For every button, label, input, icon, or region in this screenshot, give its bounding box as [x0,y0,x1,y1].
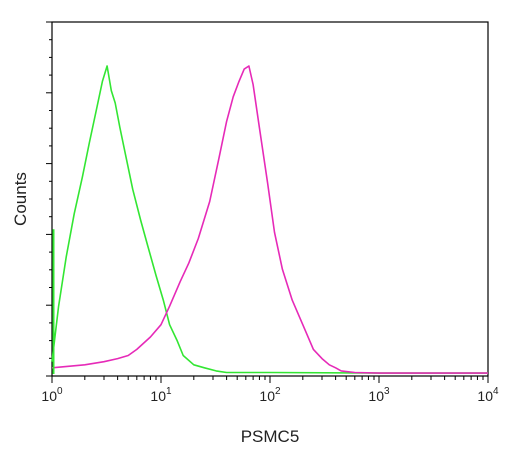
y-axis-ticks [46,21,52,377]
x-tick-label: 104 [477,386,499,404]
series-line-2 [51,65,488,374]
x-tick-label: 101 [150,386,172,404]
y-axis-label: Counts [11,172,30,226]
series-line-1 [51,65,488,374]
x-tick-label: 100 [41,386,63,404]
x-axis-label: PSMC5 [241,427,300,446]
x-tick-label: 103 [368,386,390,404]
x-tick-labels: 100 101 102 103 104 [41,386,499,404]
x-tick-label: 102 [259,386,281,404]
series-layer [51,65,488,374]
x-axis-ticks [51,376,489,383]
